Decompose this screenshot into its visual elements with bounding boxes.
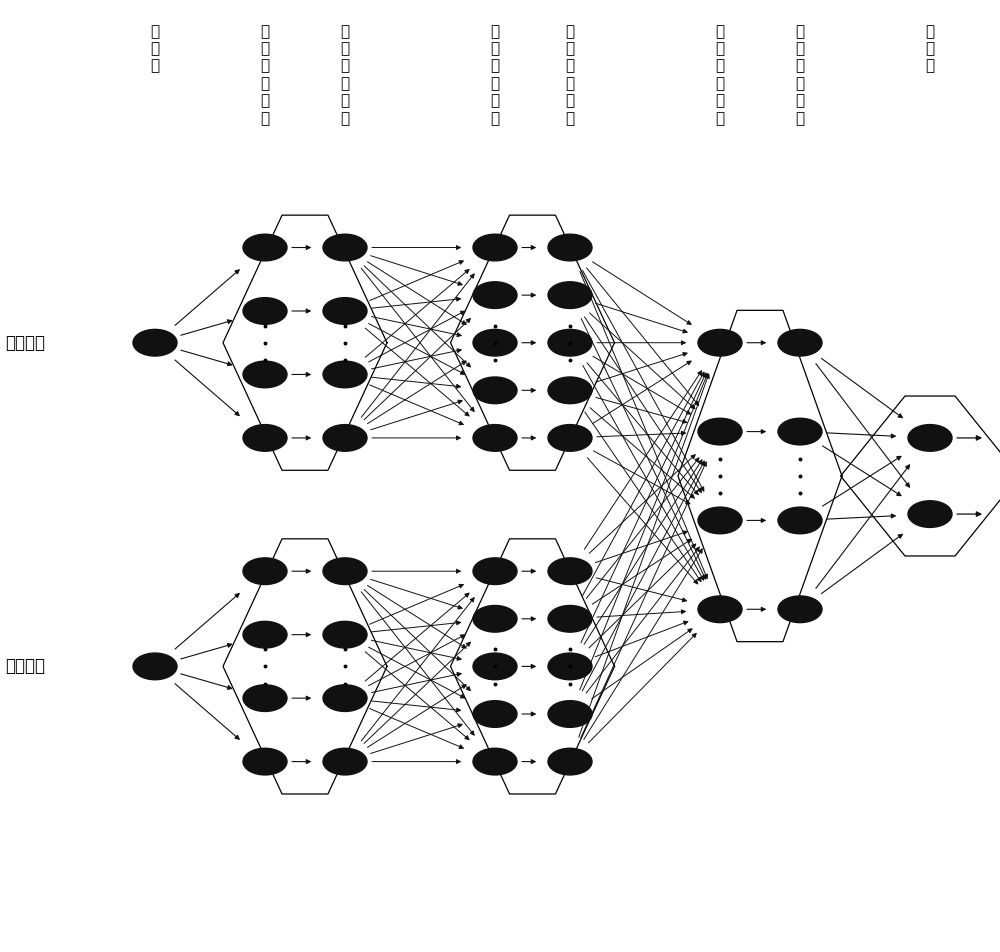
Ellipse shape — [323, 558, 367, 585]
Ellipse shape — [323, 748, 367, 775]
Ellipse shape — [698, 507, 742, 534]
Ellipse shape — [323, 622, 367, 648]
Ellipse shape — [243, 748, 287, 775]
Ellipse shape — [473, 605, 517, 632]
Ellipse shape — [698, 596, 742, 623]
Ellipse shape — [473, 558, 517, 585]
Text: 输
出
层: 输 出 层 — [925, 24, 935, 73]
Ellipse shape — [473, 748, 517, 775]
Ellipse shape — [473, 653, 517, 680]
Ellipse shape — [473, 329, 517, 356]
Ellipse shape — [243, 622, 287, 648]
Ellipse shape — [778, 507, 822, 534]
Ellipse shape — [548, 234, 592, 261]
Ellipse shape — [548, 425, 592, 451]
Ellipse shape — [133, 653, 177, 680]
Ellipse shape — [548, 329, 592, 356]
Ellipse shape — [243, 298, 287, 325]
Ellipse shape — [908, 501, 952, 527]
Text: 第
三
层
采
样
层: 第 三 层 采 样 层 — [795, 24, 805, 126]
Ellipse shape — [323, 684, 367, 711]
Ellipse shape — [473, 701, 517, 727]
Ellipse shape — [473, 282, 517, 308]
Ellipse shape — [323, 361, 367, 387]
Text: 第
三
层
卷
积
层: 第 三 层 卷 积 层 — [715, 24, 725, 126]
Text: 第
二
层
卷
积
层: 第 二 层 卷 积 层 — [490, 24, 500, 126]
Text: 第一通道: 第一通道 — [5, 334, 45, 351]
Ellipse shape — [473, 425, 517, 451]
Ellipse shape — [323, 298, 367, 325]
Ellipse shape — [548, 748, 592, 775]
Ellipse shape — [698, 329, 742, 356]
Ellipse shape — [243, 684, 287, 711]
Ellipse shape — [243, 361, 287, 387]
Ellipse shape — [473, 377, 517, 404]
Ellipse shape — [548, 377, 592, 404]
Ellipse shape — [698, 418, 742, 445]
Ellipse shape — [778, 329, 822, 356]
Text: 第二通道: 第二通道 — [5, 658, 45, 675]
Ellipse shape — [548, 282, 592, 308]
Ellipse shape — [908, 425, 952, 451]
Ellipse shape — [548, 653, 592, 680]
Text: 第
一
层
采
样
层: 第 一 层 采 样 层 — [340, 24, 350, 126]
Ellipse shape — [548, 605, 592, 632]
Ellipse shape — [323, 425, 367, 451]
Ellipse shape — [548, 701, 592, 727]
Ellipse shape — [473, 234, 517, 261]
Ellipse shape — [323, 234, 367, 261]
Text: 第
二
层
采
样
层: 第 二 层 采 样 层 — [565, 24, 575, 126]
Text: 第
一
层
卷
积
层: 第 一 层 卷 积 层 — [260, 24, 270, 126]
Ellipse shape — [243, 234, 287, 261]
Ellipse shape — [243, 558, 287, 585]
Ellipse shape — [243, 425, 287, 451]
Ellipse shape — [778, 596, 822, 623]
Text: 输
入
层: 输 入 层 — [150, 24, 160, 73]
Ellipse shape — [778, 418, 822, 445]
Ellipse shape — [548, 558, 592, 585]
Ellipse shape — [133, 329, 177, 356]
